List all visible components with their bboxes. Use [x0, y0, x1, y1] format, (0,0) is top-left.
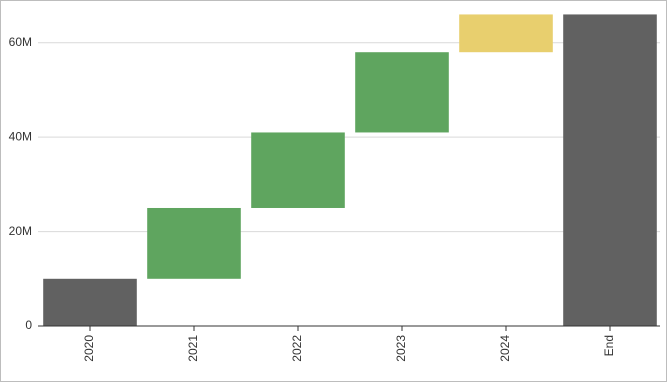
y-tick-label: 60M: [9, 35, 32, 49]
x-tick-label: 2020: [82, 335, 96, 362]
x-tick-label: 2024: [498, 335, 512, 362]
y-tick-label: 20M: [9, 224, 32, 238]
x-tick-label: 2023: [394, 335, 408, 362]
x-tick-label: End: [602, 335, 616, 356]
x-tick-label: 2021: [186, 335, 200, 362]
y-tick-label: 40M: [9, 129, 32, 143]
bar: [43, 278, 137, 326]
y-tick-label: 0: [25, 318, 32, 332]
bar: [459, 14, 553, 53]
bar: [355, 52, 449, 133]
bar: [147, 207, 241, 279]
bar: [251, 132, 345, 208]
bar: [563, 14, 657, 327]
x-tick-label: 2022: [290, 335, 304, 362]
